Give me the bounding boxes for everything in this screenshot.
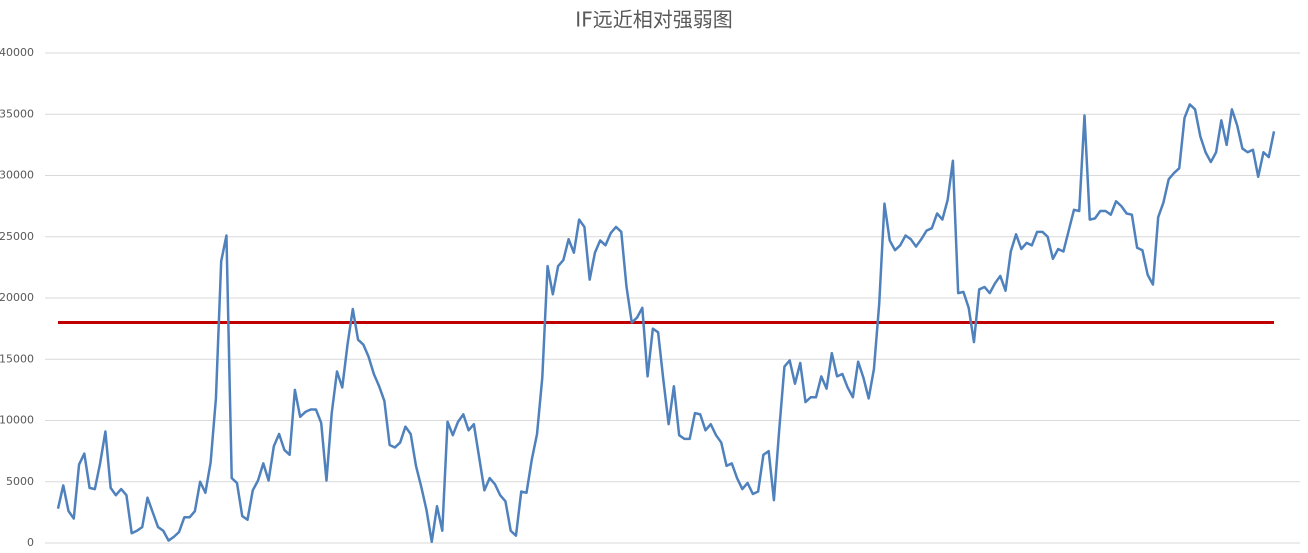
y-tick-label: 25000 — [0, 230, 34, 243]
y-tick-label: 5000 — [6, 475, 34, 488]
y-tick-label: 30000 — [0, 169, 34, 182]
y-tick-label: 40000 — [0, 46, 34, 59]
y-tick-label: 10000 — [0, 414, 34, 427]
data-line — [56, 103, 1276, 544]
chart-title: IF远近相对强弱图 — [575, 8, 732, 32]
y-tick-label: 20000 — [0, 291, 34, 304]
y-tick-label: 0 — [27, 536, 34, 549]
y-tick-label: 15000 — [0, 352, 34, 365]
y-tick-label: 35000 — [0, 107, 34, 120]
